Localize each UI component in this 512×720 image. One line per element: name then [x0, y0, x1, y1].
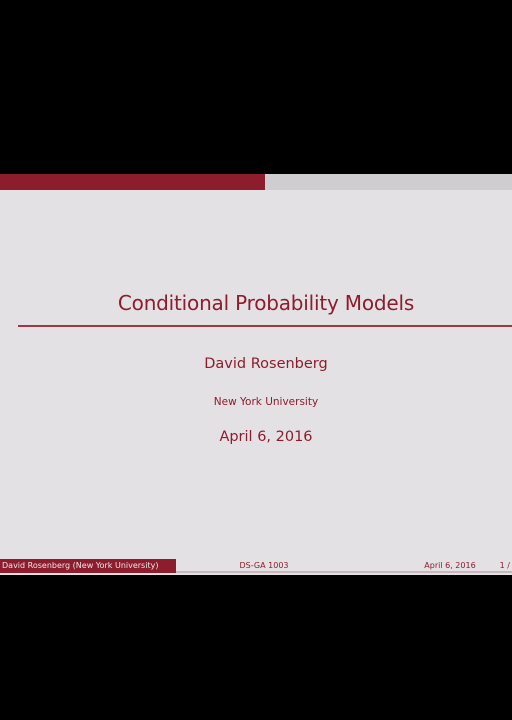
- institution-name: New York University: [213, 396, 319, 408]
- footer-right: April 6, 2016 1 /: [352, 559, 512, 573]
- footer-course: DS-GA 1003: [176, 559, 352, 573]
- header-bar-accent: [0, 174, 265, 190]
- title-divider: [18, 325, 512, 327]
- header-bar: [0, 174, 512, 190]
- header-bar-light: [265, 174, 512, 190]
- slide-title: Conditional Probability Models: [117, 291, 415, 315]
- author-name: David Rosenberg: [204, 356, 328, 372]
- footer-date: April 6, 2016: [424, 561, 476, 570]
- presentation-date: April 6, 2016: [219, 429, 313, 445]
- footer-page-number: 1 /: [499, 561, 510, 570]
- footer-author: David Rosenberg (New York University): [0, 559, 176, 573]
- footer-bar: David Rosenberg (New York University) DS…: [0, 559, 512, 573]
- slide: Conditional Probability Models David Ros…: [0, 174, 512, 575]
